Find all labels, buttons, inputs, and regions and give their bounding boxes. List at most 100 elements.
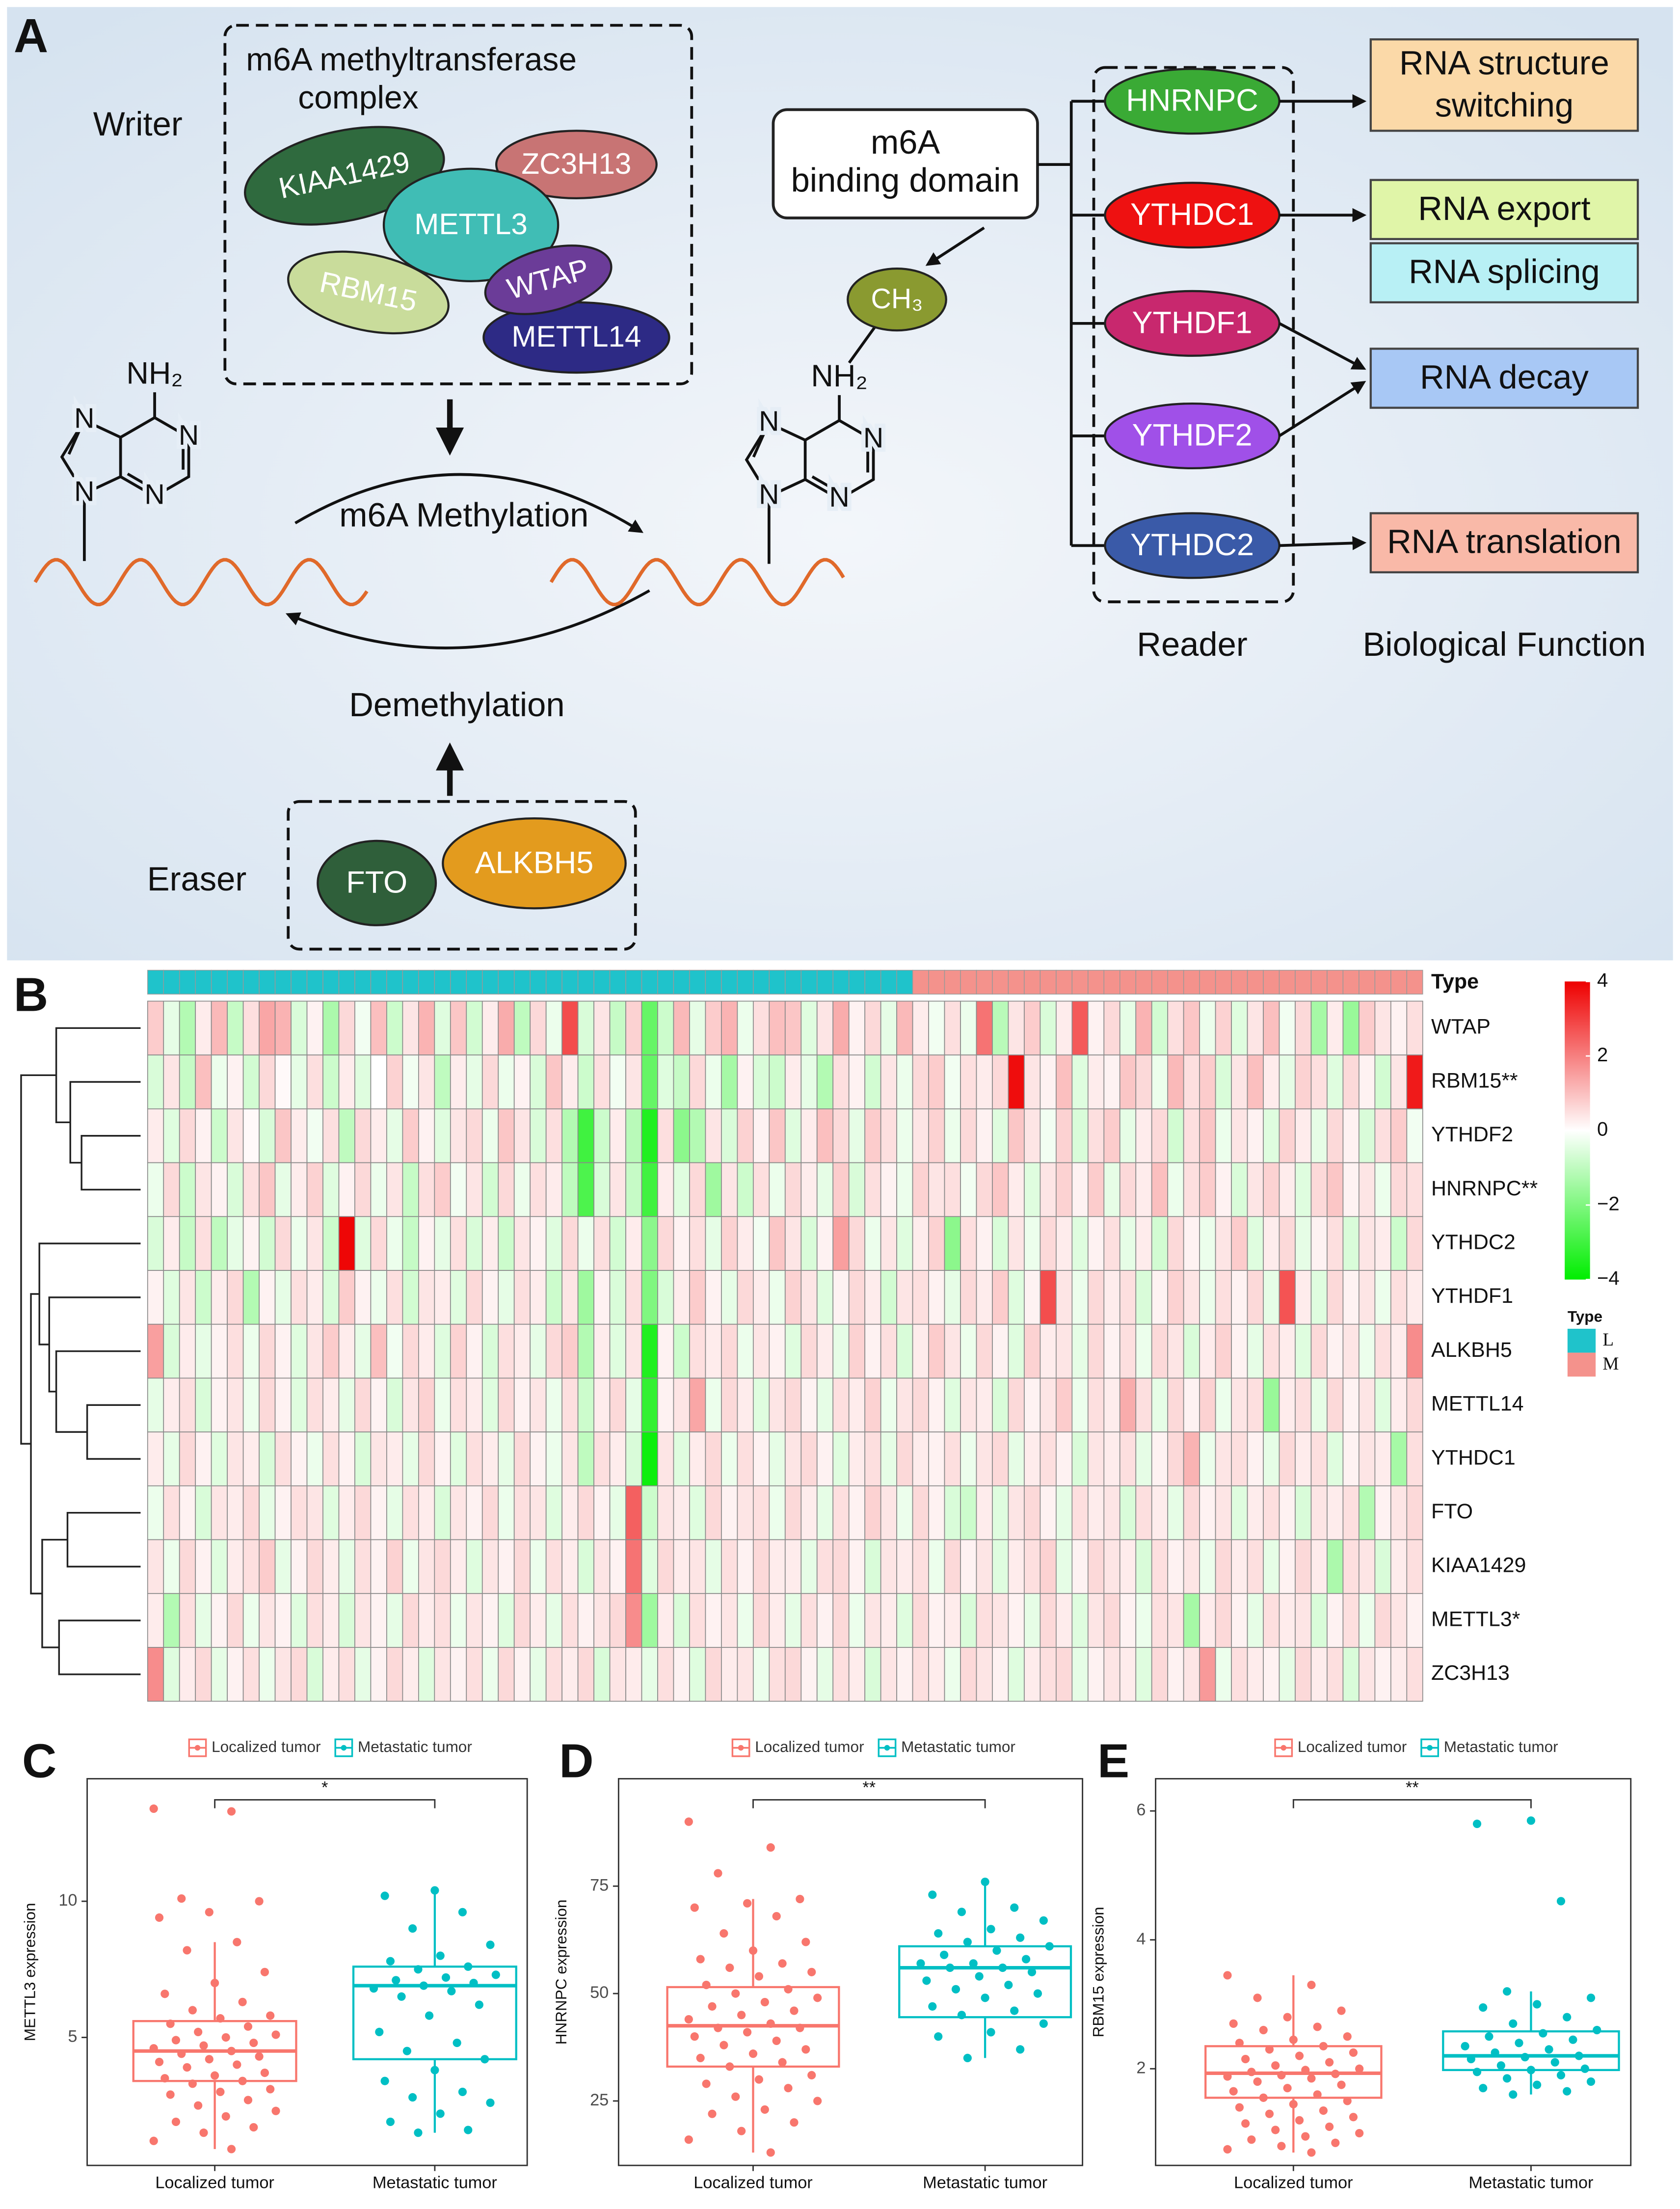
heatmap-cell: [1183, 1270, 1200, 1325]
heatmap-cell: [1119, 1431, 1137, 1486]
heatmap-cell: [880, 1108, 897, 1163]
heatmap-cell: [705, 1485, 722, 1540]
heatmap-cell: [1135, 1270, 1152, 1325]
heatmap-cell: [1279, 1485, 1296, 1540]
heatmap-cell: [211, 1485, 228, 1540]
heatmap-cell: [450, 1647, 467, 1702]
heatmap-cell: [1103, 1162, 1120, 1217]
heatmap-cell: [1374, 1431, 1391, 1486]
heatmap-cell: [481, 1108, 499, 1163]
heatmap-cell: [784, 1162, 802, 1217]
heatmap-cell: [752, 1485, 770, 1540]
heatmap-cell: [1231, 1054, 1248, 1109]
heatmap-cell: [259, 1323, 276, 1379]
heatmap-cell: [322, 1647, 340, 1702]
heatmap-cell: [769, 1539, 786, 1594]
heatmap-cell: [1056, 1216, 1073, 1271]
data-point: [375, 2027, 384, 2036]
heatmap-cell: [322, 1377, 340, 1432]
data-point: [1337, 2080, 1346, 2089]
data-point: [1301, 2066, 1310, 2074]
heatmap-cell: [737, 1431, 754, 1486]
annotation-cell: [1120, 970, 1136, 995]
heatmap-cell: [1215, 1162, 1232, 1217]
data-point: [1313, 2090, 1322, 2099]
annotation-cell: [609, 970, 626, 995]
heatmap-cell: [1310, 1647, 1328, 1702]
heatmap-cell: [1151, 1377, 1169, 1432]
heatmap-cell: [561, 1539, 579, 1594]
data-point: [1331, 2138, 1340, 2147]
heatmap-cell: [1199, 1539, 1216, 1594]
heatmap-cell: [992, 1323, 1009, 1379]
heatmap-cell: [784, 1216, 802, 1271]
heatmap-cell: [976, 1270, 993, 1325]
heatmap-cell: [1247, 1539, 1264, 1594]
heatmap-cell: [1024, 1485, 1041, 1540]
data-point: [916, 1959, 925, 1968]
heatmap-cell: [402, 1270, 419, 1325]
data-point: [1502, 1987, 1512, 1996]
eraser-protein-label: ALKBH5: [475, 845, 594, 880]
annotation-cell: [737, 970, 754, 995]
data-point: [1515, 2039, 1523, 2047]
heatmap-cell: [338, 1593, 355, 1648]
data-point: [205, 2055, 213, 2064]
reader-protein: [1104, 182, 1280, 249]
heatmap-cell: [386, 1647, 403, 1702]
heatmap-cell: [1151, 1539, 1169, 1594]
annotation-cell: [227, 970, 244, 995]
heatmap-cell: [513, 1323, 531, 1379]
heatmap-cell: [370, 1162, 387, 1217]
heatmap-cell: [1199, 1377, 1216, 1432]
heatmap-cell: [466, 1485, 483, 1540]
heatmap-cell: [434, 1054, 451, 1109]
annotation-cell: [466, 970, 483, 995]
heatmap-cell: [1295, 1162, 1312, 1217]
reader-label: Reader: [1137, 625, 1247, 663]
y-tick-label: 5: [68, 2027, 77, 2046]
heatmap-cell: [1215, 1323, 1232, 1379]
heatmap-cell: [1040, 1485, 1057, 1540]
heatmap-cell: [1279, 1323, 1296, 1379]
heatmap-cell: [163, 1647, 180, 1702]
heatmap-cell: [832, 1377, 850, 1432]
data-point: [760, 2105, 769, 2114]
data-point: [430, 1886, 439, 1895]
heatmap-cell: [1087, 1431, 1105, 1486]
data-point: [702, 1981, 711, 1990]
heatmap-cell: [1167, 1431, 1184, 1486]
heatmap-cell: [227, 1000, 244, 1056]
heatmap-cell: [1183, 1108, 1200, 1163]
heatmap-cell: [577, 1377, 594, 1432]
data-point: [1349, 2048, 1358, 2057]
data-point: [1253, 2077, 1262, 2086]
heatmap-cell: [386, 1539, 403, 1594]
heatmap-cell: [163, 1377, 180, 1432]
heatmap-cell: [354, 1647, 372, 1702]
data-point: [486, 1940, 495, 1949]
annotation-cell: [657, 970, 674, 995]
annotation-cell: [992, 970, 1009, 995]
data-point: [951, 1985, 960, 1993]
heatmap-cell: [784, 1108, 802, 1163]
heatmap-cell: [434, 1162, 451, 1217]
heatmap-cell: [450, 1054, 467, 1109]
heatmap-cell: [577, 1485, 594, 1540]
heatmap-cell: [737, 1270, 754, 1325]
nitrogen-label: N: [74, 476, 94, 508]
heatmap-cell: [1327, 1647, 1344, 1702]
heatmap-cell: [896, 1323, 913, 1379]
annotation-cell: [450, 970, 467, 995]
heatmap-cell: [1263, 1485, 1280, 1540]
heatmap-cell: [274, 1108, 292, 1163]
heatmap-cell: [1327, 1000, 1344, 1056]
heatmap-cell: [466, 1270, 483, 1325]
heatmap-cell: [434, 1647, 451, 1702]
data-point: [1545, 2045, 1553, 2054]
data-point: [1337, 2006, 1346, 2015]
heatmap-cell: [1247, 1000, 1264, 1056]
heatmap-cell: [848, 1054, 866, 1109]
heatmap-cell: [960, 1431, 977, 1486]
heatmap-cell: [577, 1647, 594, 1702]
